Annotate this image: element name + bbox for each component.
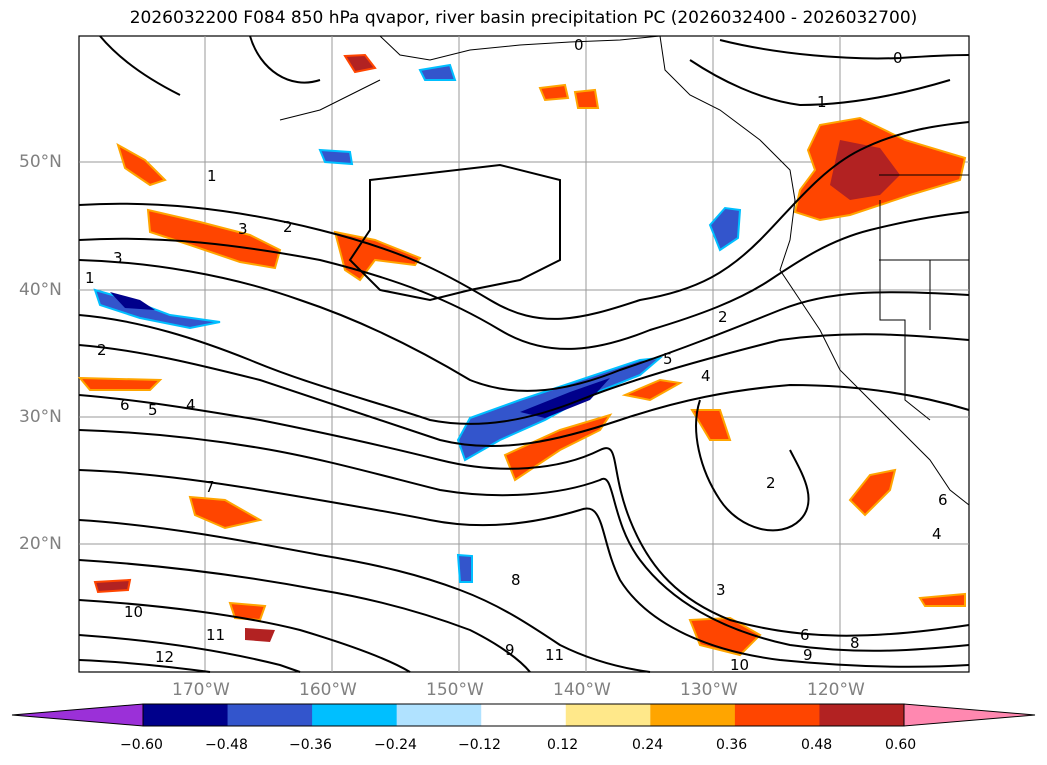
lat-label-20n: 20°N bbox=[19, 534, 62, 554]
contour-label: 2 bbox=[766, 474, 776, 492]
qvapor-contours bbox=[78, 35, 970, 673]
colorbar-extend-min bbox=[11, 703, 144, 727]
precip-shading bbox=[77, 53, 967, 657]
colorbar-tick: 0.24 bbox=[632, 737, 664, 753]
colorbar bbox=[11, 703, 1036, 727]
lon-label-120w: 120°W bbox=[807, 680, 865, 700]
lon-label-140w: 140°W bbox=[553, 680, 611, 700]
lon-label-150w: 150°W bbox=[426, 680, 484, 700]
colorbar-segment bbox=[650, 704, 736, 726]
colorbar-segment bbox=[143, 704, 229, 726]
contour-label: 8 bbox=[850, 634, 860, 652]
contour-label: 1 bbox=[85, 269, 95, 287]
contour-label: 2 bbox=[97, 341, 107, 359]
contour-label: 10 bbox=[124, 603, 143, 621]
contour-label: 3 bbox=[716, 581, 726, 599]
colorbar-tick: 0.12 bbox=[547, 737, 579, 753]
contour-label: 5 bbox=[663, 350, 673, 368]
colorbar-tick: −0.36 bbox=[289, 737, 332, 753]
colorbar-segment bbox=[819, 704, 905, 726]
contour-label: 6 bbox=[938, 491, 948, 509]
colorbar-tick: −0.12 bbox=[458, 737, 501, 753]
contour-label: 10 bbox=[730, 656, 749, 674]
contour-label: 2 bbox=[283, 218, 293, 236]
colorbar-segment bbox=[565, 704, 651, 726]
contour-label: 9 bbox=[803, 646, 813, 664]
contour-label: 4 bbox=[701, 367, 711, 385]
colorbar-tick: −0.60 bbox=[120, 737, 163, 753]
colorbar-segment bbox=[734, 704, 820, 726]
lon-label-130w: 130°W bbox=[680, 680, 738, 700]
coastline bbox=[279, 35, 970, 506]
colorbar-segments bbox=[11, 703, 1036, 727]
map-title: 2026032200 F084 850 hPa qvapor, river ba… bbox=[129, 8, 918, 28]
contour-label: 6 bbox=[800, 626, 810, 644]
lat-label-40n: 40°N bbox=[19, 280, 62, 300]
contour-label: 0 bbox=[574, 36, 584, 54]
contour-label: 1 bbox=[817, 93, 827, 111]
contour-label: 4 bbox=[186, 396, 196, 414]
colorbar-tick: 0.36 bbox=[716, 737, 748, 753]
contour-label: 1 bbox=[207, 167, 217, 185]
contour-label: 7 bbox=[205, 478, 215, 496]
contour-label: 0 bbox=[893, 49, 903, 67]
colorbar-tick: 0.48 bbox=[801, 737, 833, 753]
lat-label-30n: 30°N bbox=[19, 407, 62, 427]
lon-label-170w: 170°W bbox=[172, 680, 230, 700]
contour-label: 3 bbox=[238, 220, 248, 238]
shade-pnw-core bbox=[830, 140, 900, 200]
contour-label: 4 bbox=[932, 525, 942, 543]
contour-label: 3 bbox=[113, 249, 123, 267]
colorbar-tick: −0.48 bbox=[205, 737, 248, 753]
contour-labels: 0 0 1 1 1 2 2 2 2 3 3 3 4 4 4 5 5 6 6 6 … bbox=[85, 36, 948, 674]
colorbar-segment bbox=[481, 704, 567, 726]
lon-label-160w: 160°W bbox=[299, 680, 357, 700]
colorbar-tick: 0.60 bbox=[885, 737, 917, 753]
lat-label-50n: 50°N bbox=[19, 152, 62, 172]
contour-label: 2 bbox=[718, 308, 728, 326]
contour-label: 6 bbox=[120, 396, 130, 414]
colorbar-segment bbox=[227, 704, 313, 726]
contour-label: 11 bbox=[545, 646, 564, 664]
contour-label: 5 bbox=[148, 401, 158, 419]
contour-label: 11 bbox=[206, 626, 225, 644]
contour-label: 8 bbox=[511, 571, 521, 589]
colorbar-segment bbox=[312, 704, 398, 726]
contour-label: 9 bbox=[505, 641, 515, 659]
contour-label: 12 bbox=[155, 648, 174, 666]
colorbar-extend-max bbox=[903, 703, 1036, 727]
colorbar-tick: −0.24 bbox=[374, 737, 417, 753]
colorbar-segment bbox=[396, 704, 482, 726]
